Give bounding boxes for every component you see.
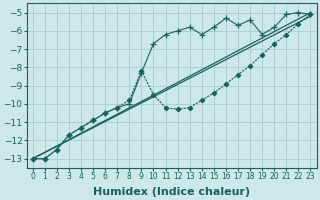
X-axis label: Humidex (Indice chaleur): Humidex (Indice chaleur) — [93, 187, 250, 197]
